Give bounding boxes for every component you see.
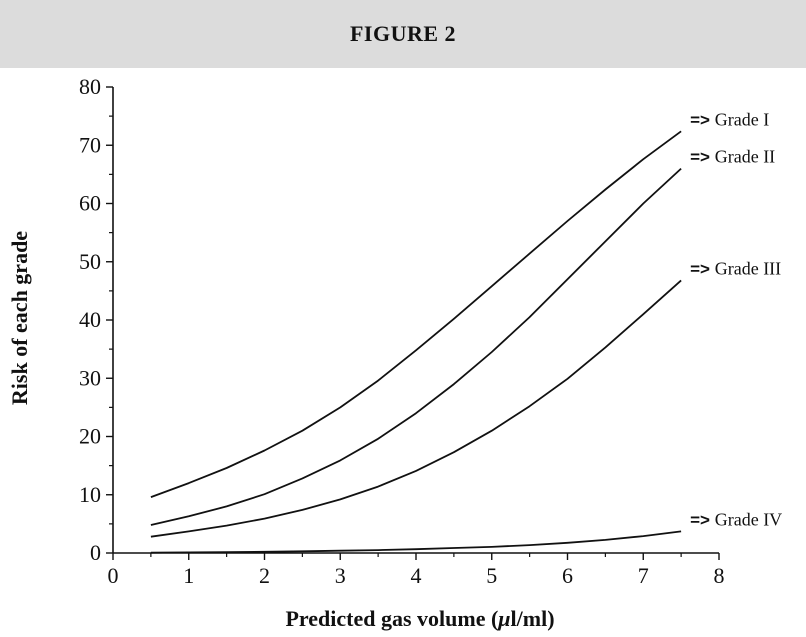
- arrow-mark: =>: [690, 510, 715, 529]
- chart-axes: 0 10 20 30 40 50 60 70 80 0 1 2 3 4 5 6 7 8: [79, 74, 725, 588]
- x-axis-title: Predicted gas volume (μl/ml): [285, 606, 554, 631]
- series-name: Grade II: [715, 147, 775, 167]
- x-axis-title-unit: μ: [497, 606, 510, 631]
- x-tick-label: 8: [714, 563, 725, 588]
- series-name: Grade IV: [715, 509, 782, 529]
- x-tick-label: 0: [108, 563, 119, 588]
- series-name: Grade I: [715, 109, 769, 129]
- series-line-grade-i: [150, 130, 682, 498]
- series-line-grade-ii: [150, 167, 682, 526]
- x-tick-label: 1: [183, 563, 194, 588]
- chart-series-lines: [150, 130, 682, 554]
- y-tick-label: 20: [79, 424, 101, 449]
- series-label-grade-iii: => Grade III: [690, 258, 781, 278]
- y-tick-label: 30: [79, 365, 101, 390]
- figure-banner: FIGURE 2: [0, 0, 806, 68]
- series-label-grade-ii: => Grade II: [690, 147, 775, 167]
- y-tick-label: 60: [79, 191, 101, 216]
- y-tick-label: 50: [79, 249, 101, 274]
- series-line-grade-iii: [150, 279, 682, 538]
- x-axis-title-suffix: l/ml): [511, 606, 555, 631]
- chart-series-labels: => Grade I=> Grade II=> Grade III=> Grad…: [690, 109, 782, 529]
- x-tick-label: 4: [411, 563, 422, 588]
- x-tick-label: 2: [259, 563, 270, 588]
- arrow-mark: =>: [690, 259, 715, 278]
- x-tick-label: 6: [562, 563, 573, 588]
- series-label-grade-i: => Grade I: [690, 109, 769, 129]
- y-axis-title: Risk of each grade: [7, 231, 32, 405]
- x-axis-title-prefix: Predicted gas volume (: [285, 606, 498, 631]
- y-tick-label: 80: [79, 74, 101, 99]
- figure-title: FIGURE 2: [349, 21, 457, 46]
- y-tick-label: 0: [90, 540, 101, 565]
- series-label-grade-iv: => Grade IV: [690, 509, 782, 529]
- y-tick-label: 40: [79, 307, 101, 332]
- x-tick-label: 7: [638, 563, 649, 588]
- y-tick-label: 70: [79, 132, 101, 157]
- arrow-mark: =>: [690, 148, 715, 167]
- series-line-grade-iv: [150, 530, 682, 554]
- x-tick-label: 3: [335, 563, 346, 588]
- x-tick-label: 5: [486, 563, 497, 588]
- y-tick-label: 10: [79, 482, 101, 507]
- arrow-mark: =>: [690, 110, 715, 129]
- series-name: Grade III: [715, 258, 781, 278]
